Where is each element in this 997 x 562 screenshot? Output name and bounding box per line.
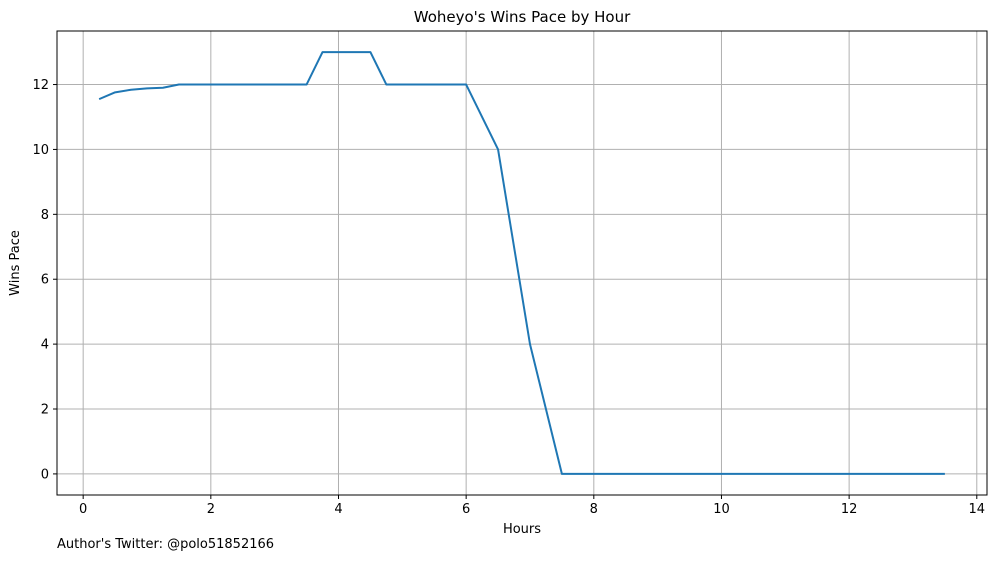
series-line xyxy=(98,51,945,475)
x-tick-label: 12 xyxy=(841,502,858,517)
y-tick-label: 6 xyxy=(41,273,49,288)
plot-line-layer xyxy=(98,51,945,475)
y-tick-label: 0 xyxy=(41,467,49,482)
x-tick-label: 6 xyxy=(462,502,470,517)
x-tick-label: 14 xyxy=(969,502,986,517)
plot-frame xyxy=(56,30,988,496)
y-tick-label: 8 xyxy=(41,208,49,223)
x-tick-label: 2 xyxy=(207,502,215,517)
y-tick-label: 12 xyxy=(32,78,49,93)
x-tick-label: 10 xyxy=(713,502,730,517)
author-footnote: Author's Twitter: @polo51852166 xyxy=(57,537,275,552)
chart-title: Woheyo's Wins Pace by Hour xyxy=(414,8,631,26)
y-tick-label: 2 xyxy=(41,403,49,418)
y-tick-label: 4 xyxy=(41,338,49,353)
y-axis-label: Wins Pace xyxy=(8,230,23,296)
y-tick-label: 10 xyxy=(32,143,49,158)
x-tick-label: 8 xyxy=(590,502,598,517)
ticks: 0 2 4 6 8 10 12 14 0 2 4 6 8 10 12 xyxy=(32,78,985,517)
x-axis-label: Hours xyxy=(503,522,541,537)
grid xyxy=(57,31,987,495)
x-tick-label: 0 xyxy=(79,502,87,517)
x-tick-label: 4 xyxy=(334,502,342,517)
